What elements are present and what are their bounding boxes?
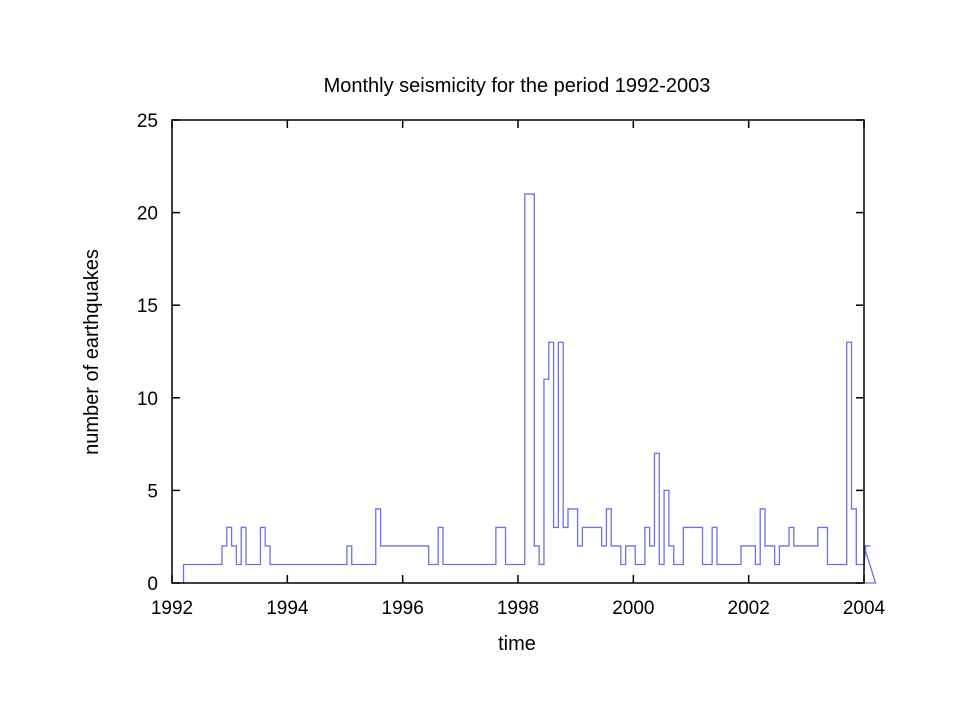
- y-tick-label: 15: [137, 296, 158, 317]
- x-tick-label: 1998: [497, 598, 539, 619]
- monthly-seismicity-step-line: [182, 193, 877, 584]
- x-tick-label: 1994: [266, 598, 309, 619]
- x-axis-label: time: [498, 633, 536, 655]
- y-axis-label: number of earthquakes: [81, 249, 103, 455]
- x-tick-label: 2000: [612, 598, 654, 619]
- x-axis: 1992 1994 1996 1998 2000 2002 2004: [151, 120, 886, 619]
- chart-title: Monthly seismicity for the period 1992-2…: [324, 75, 711, 97]
- x-tick-label: 1992: [151, 598, 193, 619]
- y-tick-label: 10: [137, 389, 158, 410]
- series-layer: [182, 193, 877, 584]
- x-tick-label: 2002: [728, 598, 770, 619]
- y-tick-label: 25: [137, 111, 158, 132]
- y-axis: 0 5 10 15 20 25: [137, 111, 864, 595]
- x-tick-label: 1996: [382, 598, 424, 619]
- y-tick-label: 20: [137, 204, 158, 225]
- y-tick-label: 0: [147, 574, 158, 595]
- y-tick-label: 5: [147, 481, 158, 502]
- x-tick-label: 2004: [843, 598, 886, 619]
